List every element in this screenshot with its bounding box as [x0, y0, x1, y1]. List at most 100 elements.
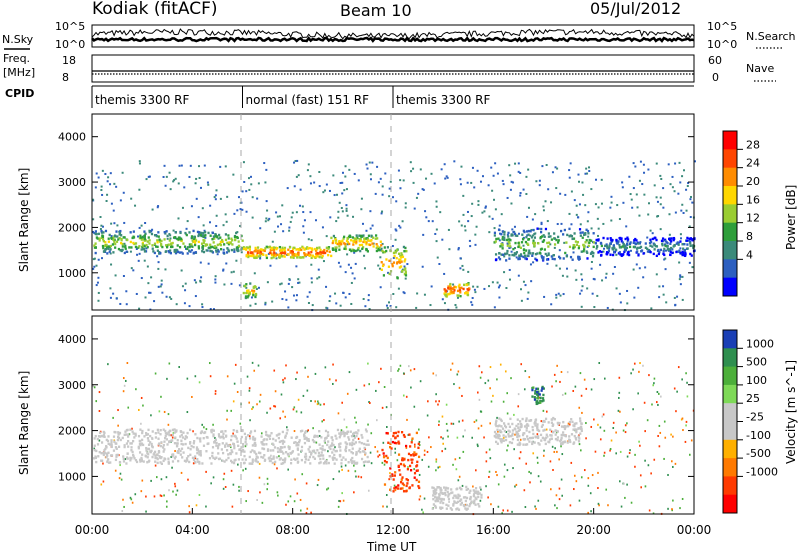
velocity-cell — [158, 410, 161, 413]
power-cell — [364, 305, 367, 308]
velocity-cell — [145, 446, 148, 450]
power-cell — [394, 250, 397, 254]
velocity-cell — [226, 375, 229, 378]
power-cells — [92, 159, 696, 312]
velocity-cell — [269, 449, 272, 452]
power-cell — [338, 248, 341, 251]
velocity-cell — [346, 430, 350, 433]
velocity-cell — [357, 475, 360, 478]
velocity-cell — [502, 439, 505, 442]
power-cell — [632, 241, 635, 244]
power-cell — [692, 246, 695, 249]
power-cell — [95, 233, 98, 236]
power-cell — [513, 232, 517, 236]
power-cell — [206, 181, 209, 184]
power-cell — [93, 246, 97, 249]
velocity-cell — [536, 402, 539, 405]
velocity-cell — [198, 462, 201, 465]
power-cell — [242, 246, 245, 249]
velocity-cell — [233, 461, 236, 465]
velocity-cell — [316, 449, 319, 452]
power-cell — [565, 255, 568, 258]
velocity-cell — [507, 435, 510, 438]
power-cell — [268, 245, 272, 249]
velocity-cell — [188, 442, 192, 445]
power-cell — [233, 212, 236, 215]
power-cell — [291, 211, 294, 214]
velocity-cell — [398, 468, 401, 472]
velocity-cell — [232, 400, 235, 403]
velocity-cell — [353, 436, 356, 439]
velocity-cell — [515, 424, 518, 428]
velocity-cell — [174, 436, 177, 439]
velocity-cell — [442, 498, 446, 501]
velocity-cell — [510, 377, 512, 380]
velocity-cell — [589, 492, 592, 495]
power-cell — [421, 188, 424, 191]
velocity-cell — [258, 400, 261, 403]
power-cell — [281, 204, 284, 207]
power-cell — [213, 245, 217, 248]
power-cell — [165, 230, 168, 233]
velocity-cell — [603, 454, 605, 457]
power-cell — [104, 241, 107, 244]
velocity-cell — [394, 486, 397, 489]
power-cell — [113, 222, 116, 225]
velocity-cell — [308, 455, 312, 459]
power-cell — [520, 255, 523, 258]
power-cell — [522, 244, 525, 247]
velocity-cell — [311, 438, 315, 442]
power-cell — [245, 254, 248, 257]
power-cell — [198, 165, 201, 168]
power-cell — [211, 231, 215, 235]
velocity-cell — [369, 402, 371, 405]
velocity-cell — [331, 456, 334, 460]
power-cell — [550, 303, 553, 306]
power-cell — [107, 240, 110, 243]
power-cell — [581, 278, 584, 281]
velocity-cell — [129, 496, 132, 499]
power-cell — [646, 247, 649, 251]
power-cell — [537, 242, 540, 245]
velocity-cell — [479, 376, 482, 379]
velocity-cell — [553, 418, 556, 421]
velocity-cell — [113, 440, 116, 443]
velocity-cell — [534, 436, 538, 439]
velocity-cell — [367, 489, 370, 492]
power-cell — [403, 265, 406, 268]
velocity-cell — [211, 446, 215, 449]
power-cell — [184, 231, 187, 234]
power-cell — [494, 258, 498, 262]
power-cell — [328, 250, 331, 253]
velocity-cell — [400, 431, 404, 434]
power-cell — [215, 250, 218, 253]
power-cell — [361, 222, 364, 225]
power-cell — [632, 268, 635, 271]
power-cell — [204, 243, 208, 246]
power-cell — [491, 281, 494, 284]
beam-title: Beam 10 — [340, 1, 412, 20]
power-cell — [638, 214, 641, 217]
velocity-cell — [189, 448, 192, 451]
power-cell — [201, 306, 204, 309]
power-cell — [667, 248, 671, 251]
velocity-cell — [173, 457, 177, 460]
power-cell — [514, 241, 517, 245]
velocity-cell — [187, 446, 190, 450]
freq-panel-frame — [91, 54, 695, 83]
velocity-cell — [159, 433, 162, 436]
power-cell — [642, 252, 645, 255]
velocity-cell — [398, 442, 401, 445]
power-cell — [186, 246, 189, 249]
power-cell — [637, 242, 640, 245]
velocity-cell — [208, 362, 211, 365]
power-cell — [661, 244, 664, 247]
velocity-cell — [328, 446, 331, 449]
velocity-cell — [180, 471, 183, 474]
power-cell — [367, 243, 371, 246]
velocity-cell — [273, 405, 275, 408]
power-cell — [122, 274, 125, 277]
velocity-cell — [437, 466, 440, 469]
power-cell — [617, 240, 620, 243]
velocity-cell — [227, 456, 230, 460]
